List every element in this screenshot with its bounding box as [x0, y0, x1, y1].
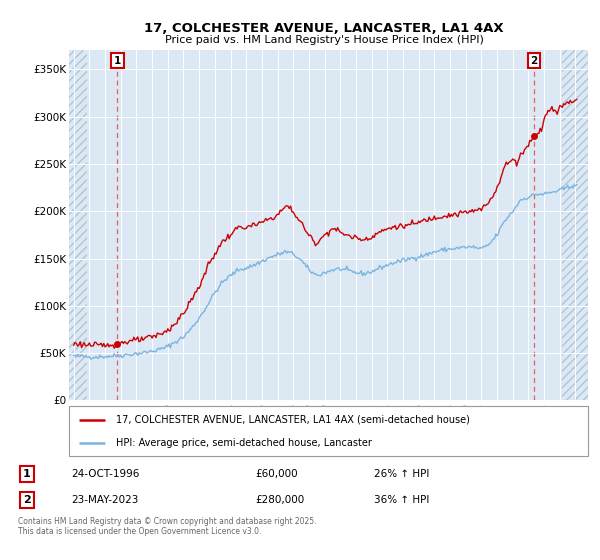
Text: HPI: Average price, semi-detached house, Lancaster: HPI: Average price, semi-detached house,…: [116, 438, 371, 448]
FancyBboxPatch shape: [69, 406, 588, 456]
Text: 17, COLCHESTER AVENUE, LANCASTER, LA1 4AX: 17, COLCHESTER AVENUE, LANCASTER, LA1 4A…: [144, 22, 504, 35]
Text: 2: 2: [530, 55, 538, 66]
Bar: [69, 50, 87, 400]
Text: 1: 1: [23, 469, 31, 479]
Text: 23-MAY-2023: 23-MAY-2023: [71, 495, 139, 505]
Text: Contains HM Land Registry data © Crown copyright and database right 2025.
This d: Contains HM Land Registry data © Crown c…: [18, 517, 316, 536]
Text: 24-OCT-1996: 24-OCT-1996: [71, 469, 140, 479]
Text: £280,000: £280,000: [256, 495, 305, 505]
Text: Price paid vs. HM Land Registry's House Price Index (HPI): Price paid vs. HM Land Registry's House …: [164, 35, 484, 45]
Text: 1: 1: [114, 55, 121, 66]
Bar: [562, 50, 588, 400]
Text: 36% ↑ HPI: 36% ↑ HPI: [374, 495, 430, 505]
Text: £60,000: £60,000: [256, 469, 298, 479]
Text: 2: 2: [23, 495, 31, 505]
Text: 17, COLCHESTER AVENUE, LANCASTER, LA1 4AX (semi-detached house): 17, COLCHESTER AVENUE, LANCASTER, LA1 4A…: [116, 414, 470, 424]
Text: 26% ↑ HPI: 26% ↑ HPI: [374, 469, 430, 479]
